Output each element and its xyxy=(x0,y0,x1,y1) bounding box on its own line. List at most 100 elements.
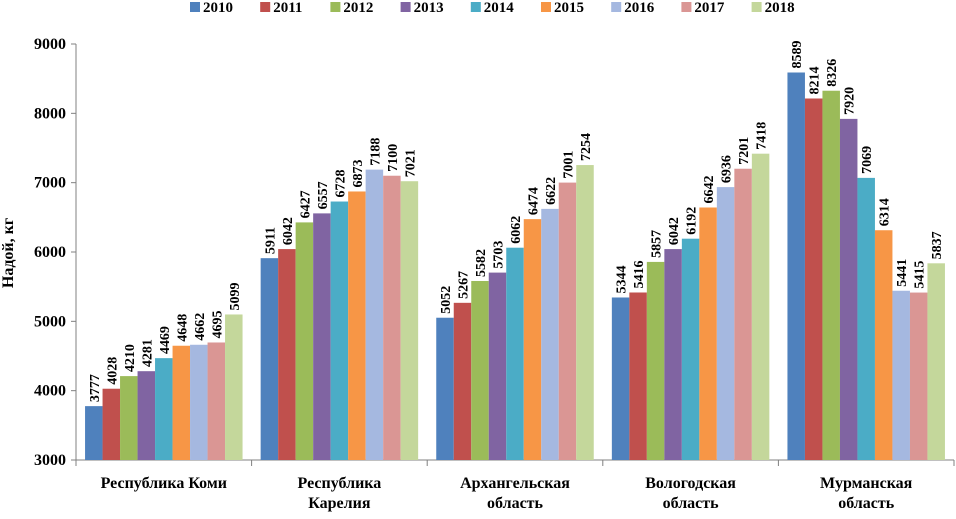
bars xyxy=(85,72,945,461)
data-label: 6314 xyxy=(878,198,893,226)
bar xyxy=(909,292,928,460)
data-label: 5267 xyxy=(457,271,472,299)
bar xyxy=(857,177,875,460)
y-tick-label: 3000 xyxy=(34,452,66,469)
bar xyxy=(488,272,507,460)
bar xyxy=(787,72,805,460)
data-label: 6642 xyxy=(702,175,717,203)
bar xyxy=(822,90,840,461)
legend-label: 2011 xyxy=(273,0,302,16)
data-label: 5837 xyxy=(930,231,945,259)
bar xyxy=(436,317,454,460)
data-label: 8589 xyxy=(790,40,805,68)
y-tick-label: 8000 xyxy=(34,105,66,122)
data-label: 7021 xyxy=(403,149,418,177)
bar xyxy=(383,175,401,460)
data-label: 6873 xyxy=(351,159,366,187)
bar xyxy=(330,201,349,460)
data-label: 5416 xyxy=(632,260,647,288)
bar xyxy=(558,182,577,460)
y-tick-label: 6000 xyxy=(34,244,66,261)
data-label: 7418 xyxy=(755,122,770,150)
bar xyxy=(190,344,208,460)
legend-swatch xyxy=(190,2,200,12)
data-label: 5344 xyxy=(615,265,630,293)
bar xyxy=(137,371,156,460)
bar xyxy=(155,358,173,460)
category-label: Вологодская xyxy=(645,475,736,492)
data-label: 5703 xyxy=(492,241,507,269)
bar xyxy=(102,388,121,460)
bar xyxy=(681,238,700,460)
bar xyxy=(629,292,647,460)
bar xyxy=(85,406,103,460)
bar xyxy=(927,263,945,460)
legend: 2010 2011 2012 2013 2014 2015 2016 2017 2018 xyxy=(190,0,795,16)
data-label: 6042 xyxy=(667,217,682,245)
legend-label: 2017 xyxy=(694,0,725,16)
bar xyxy=(716,187,735,460)
data-label: 8214 xyxy=(808,66,823,94)
data-label: 7201 xyxy=(737,137,752,165)
bar xyxy=(751,153,770,460)
bar xyxy=(646,261,665,460)
data-label: 6557 xyxy=(316,181,331,209)
legend-label: 2010 xyxy=(203,0,233,16)
bar xyxy=(541,208,559,460)
category-label: область xyxy=(663,495,720,512)
data-label: 7069 xyxy=(860,146,875,174)
category-label: Архангельская xyxy=(460,475,570,492)
y-axis-title: Надой, кг xyxy=(0,218,17,288)
bar xyxy=(260,258,279,460)
legend-swatch xyxy=(611,2,622,12)
data-label: 4469 xyxy=(158,326,173,354)
data-label: 5099 xyxy=(228,282,243,310)
data-label: 5582 xyxy=(474,249,489,277)
category-label: Карелия xyxy=(308,495,371,512)
y-tick-label: 9000 xyxy=(34,36,66,53)
bar xyxy=(348,191,366,461)
bar xyxy=(225,314,243,460)
legend-swatch xyxy=(470,2,481,12)
data-label: 6062 xyxy=(509,216,524,244)
bar xyxy=(172,345,191,460)
bar xyxy=(506,247,524,460)
data-label: 7920 xyxy=(843,87,858,115)
data-label: 4695 xyxy=(210,310,225,338)
legend-label: 2012 xyxy=(343,0,373,16)
bar xyxy=(892,290,910,460)
legend-swatch xyxy=(330,2,341,12)
legend-label: 2018 xyxy=(765,0,795,16)
category-label: область xyxy=(487,495,544,512)
data-label: 7001 xyxy=(562,151,577,179)
bar xyxy=(278,249,296,460)
bar xyxy=(874,230,893,460)
data-label: 5857 xyxy=(650,230,665,258)
category-label: область xyxy=(838,495,895,512)
legend-swatch xyxy=(400,2,411,12)
data-label: 4648 xyxy=(175,314,190,342)
bar xyxy=(365,169,384,460)
bar xyxy=(523,219,542,460)
legend-label: 2014 xyxy=(484,0,515,16)
data-label: 5441 xyxy=(895,259,910,287)
data-label: 4281 xyxy=(140,339,155,367)
data-label: 7254 xyxy=(579,133,594,161)
legend-label: 2015 xyxy=(554,0,584,16)
data-label: 4210 xyxy=(123,344,138,372)
y-tick-label: 4000 xyxy=(34,383,66,400)
category-label: Республика xyxy=(298,475,382,492)
y-axis: 3000 4000 5000 6000 7000 8000 9000 xyxy=(34,36,77,469)
legend-swatch xyxy=(681,2,692,12)
data-label: 6192 xyxy=(685,207,700,235)
bar xyxy=(295,222,314,460)
legend-swatch xyxy=(260,2,271,12)
legend-label: 2013 xyxy=(414,0,444,16)
bar xyxy=(839,118,858,460)
bar xyxy=(734,168,752,461)
data-label: 7100 xyxy=(386,144,401,172)
x-axis: Республика Коми Республика Карелия Архангел… xyxy=(75,459,955,512)
data-label: 6728 xyxy=(333,170,348,198)
data-label: 5415 xyxy=(913,261,928,289)
